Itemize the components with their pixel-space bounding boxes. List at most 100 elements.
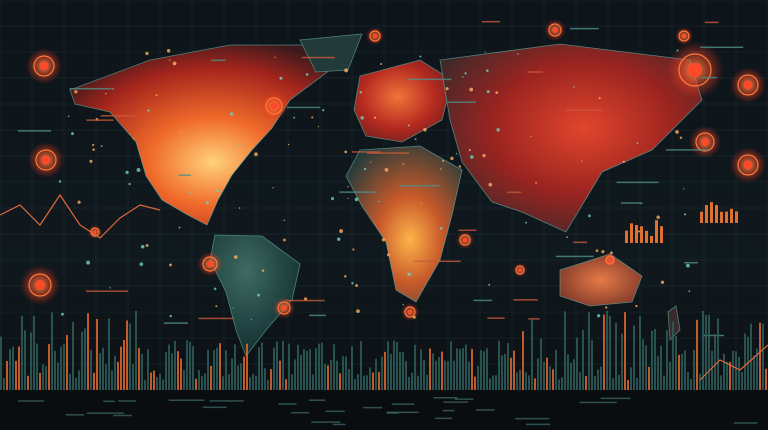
skyline-bar [393, 340, 395, 390]
hotspot-dot [402, 303, 404, 306]
skyline-bar [9, 349, 11, 390]
skyline-bar [276, 341, 278, 390]
hud-bar [645, 230, 648, 243]
trend-line-left [0, 193, 161, 239]
hotspot-dot [147, 109, 150, 112]
skyline-bar [174, 340, 176, 390]
hotspot-dot [205, 201, 209, 205]
skyline-bar [141, 353, 143, 390]
ring-marker [605, 255, 615, 265]
hotspot-dot [359, 90, 363, 94]
hotspot-dot [635, 304, 638, 308]
skyline-bar [270, 369, 272, 390]
skyline-bar [120, 346, 122, 390]
ring-marker [265, 97, 283, 115]
hotspot-dot [423, 128, 427, 132]
hud-text-line [285, 299, 325, 302]
hud-text-line [473, 299, 493, 302]
skyline-bar [630, 367, 632, 390]
skyline-bar [501, 355, 503, 390]
footer-text-line [113, 414, 132, 417]
skyline-bar [486, 348, 488, 390]
hud-text-line [448, 101, 476, 103]
hotspot-dot [178, 226, 181, 229]
skyline-bar [672, 321, 674, 390]
hotspot-dot [378, 200, 380, 203]
footer-band [0, 390, 768, 430]
hotspot-dot [468, 149, 471, 152]
hotspot-dot [363, 167, 367, 171]
skyline-bar [735, 351, 737, 390]
skyline-bar [0, 336, 2, 390]
skyline-bar [513, 350, 515, 390]
footer-text-line [311, 421, 341, 423]
hotspot-dot [380, 63, 383, 66]
hud-text-line [414, 260, 461, 263]
footer-text-line [442, 409, 455, 412]
hud-text-line [339, 191, 377, 193]
skyline-bar [69, 373, 71, 390]
hotspot-dot [344, 275, 347, 278]
footer-text-line [291, 411, 310, 414]
hotspot-dot [198, 154, 202, 158]
hotspot-dot [322, 109, 325, 112]
hotspot-dot [381, 238, 386, 242]
skyline-bar [414, 344, 416, 390]
skyline-bar [420, 349, 422, 390]
hotspot-dot [356, 309, 360, 313]
skyline-bar [675, 336, 677, 390]
skyline-bar [465, 344, 467, 390]
hotspot-dot [486, 69, 489, 72]
skyline-bar [99, 353, 101, 390]
footer-text-line [386, 411, 419, 414]
hotspot-dot [407, 124, 411, 127]
skyline-bar [117, 361, 119, 390]
skyline-bar [300, 354, 302, 390]
skyline-bar [615, 322, 617, 390]
hotspot-dot [412, 315, 416, 319]
hotspot-dot [352, 248, 355, 251]
skyline-bar [21, 315, 23, 390]
hotspot-dot [136, 168, 141, 172]
hotspot-dot [683, 188, 685, 190]
hud-bar [735, 211, 738, 223]
skyline-bar [765, 368, 767, 390]
skyline-bar [234, 344, 236, 390]
hotspot-dot [132, 137, 134, 140]
hud-bar [650, 235, 653, 243]
hotspot-dot [330, 197, 335, 201]
skyline-bar [516, 372, 518, 390]
skyline-bar [714, 334, 716, 390]
ring-core [206, 260, 214, 268]
hud-bar [625, 230, 628, 243]
hud-bar [730, 208, 733, 223]
hotspot-dot [77, 200, 81, 204]
hud-text-line [309, 314, 326, 317]
skyline-bar [51, 312, 53, 390]
hotspot-dot [139, 262, 144, 267]
skyline-bar [294, 359, 296, 390]
hud-text-line [481, 20, 500, 23]
skyline-bar [183, 369, 185, 390]
footer-text-line [118, 400, 136, 402]
footer-text-line [734, 422, 758, 424]
skyline-bar [711, 350, 713, 390]
hud-text-line [555, 255, 594, 258]
skyline-bar [606, 310, 608, 390]
hud-text-line [86, 119, 114, 121]
hud-text-line [573, 241, 588, 244]
skyline-bar [582, 329, 584, 390]
hotspot-dot [455, 153, 458, 155]
hotspot-dot [496, 128, 500, 132]
skyline-bar [237, 365, 239, 390]
ring-core [39, 61, 49, 71]
skyline-bar [222, 376, 224, 390]
skyline-bar [363, 375, 365, 390]
skyline-bar [57, 362, 59, 390]
skyline-bar [585, 375, 587, 390]
skyline-bar [204, 373, 206, 390]
skyline-bar [171, 353, 173, 390]
footer-text-line [443, 401, 468, 403]
